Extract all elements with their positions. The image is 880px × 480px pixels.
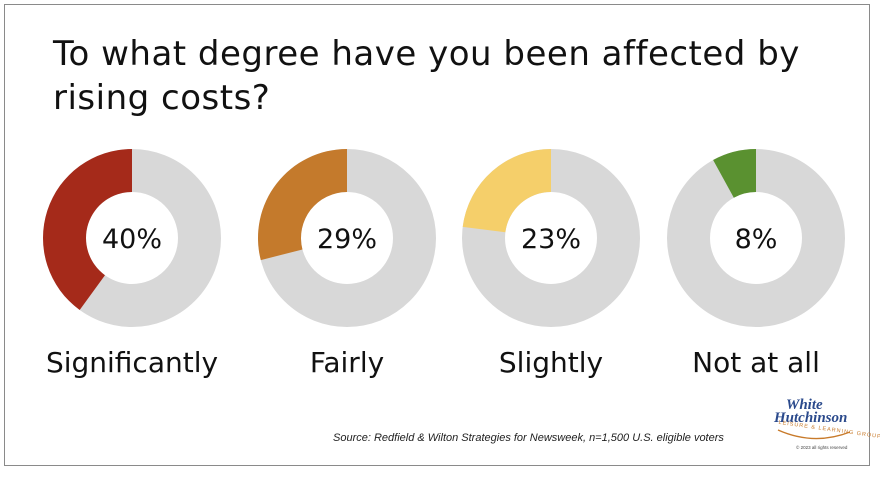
logo-text-hutchinson: Hutchinson [774,410,848,426]
category-label: Significantly [45,346,219,379]
logo-swoosh-icon [777,429,851,440]
white-hutchinson-logo: White Hutchinson LEISURE & LEARNING GROU… [772,396,880,454]
donut-value-label: 29% [317,224,377,255]
category-label: Slightly [498,346,604,379]
donut-value-label: 40% [102,224,162,255]
source-note: Source: Redfield & Wilton Strategies for… [333,432,724,444]
chart-title: To what degree have you been affected by… [53,34,800,118]
donut-value-label: 8% [735,224,778,255]
chart-frame [4,4,870,466]
donut-value-label: 23% [521,224,581,255]
category-label: Fairly [309,346,385,379]
donut-slice-significantly [43,149,132,311]
donut-slice-slightly [462,149,551,233]
donut-slice-not-at-all [713,149,756,198]
category-label: Not at all [692,346,820,379]
donut-slice-fairly [258,149,347,261]
logo-copyright: © 2023 all rights reserved [796,445,848,450]
logo-text-white: White [786,397,823,413]
